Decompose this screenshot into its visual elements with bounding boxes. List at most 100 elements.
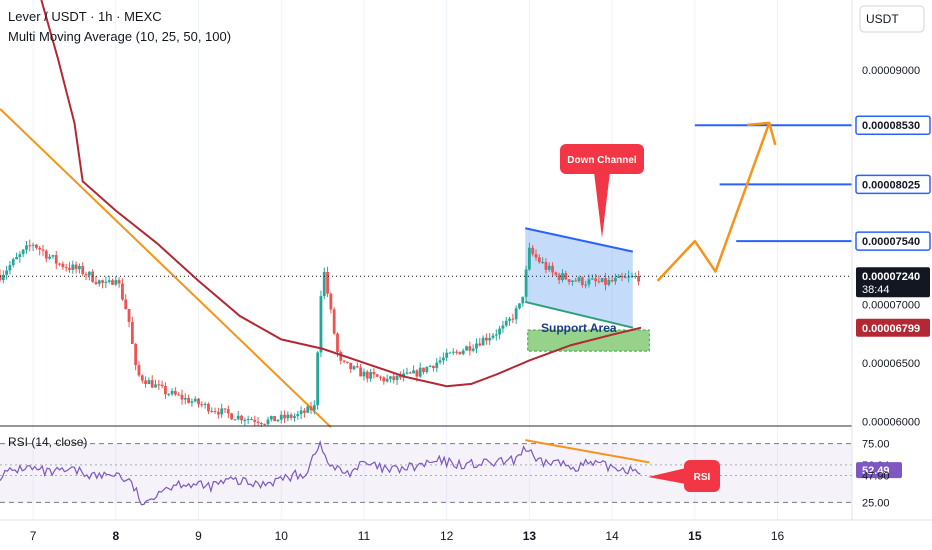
candle-body[interactable] [0,275,2,281]
candle-body[interactable] [326,271,329,294]
candle-body[interactable] [577,277,581,282]
candle-body[interactable] [369,371,372,379]
candle-body[interactable] [101,280,104,283]
candle-body[interactable] [604,278,607,285]
candle-body[interactable] [8,265,12,271]
candle-body[interactable] [266,419,270,425]
candle-body[interactable] [336,333,339,353]
candle-body[interactable] [94,281,98,284]
candle-body[interactable] [117,280,121,284]
price-series[interactable] [0,0,852,428]
candle-body[interactable] [571,280,574,283]
candle-body[interactable] [240,415,243,421]
candle-body[interactable] [157,384,161,386]
price-axis[interactable]: 0.000090000.000085000.000080000.00007500… [855,65,931,428]
candle-body[interactable] [594,278,597,282]
candle-body[interactable] [455,351,459,353]
currency-label[interactable]: USDT [866,12,899,26]
candle-body[interactable] [306,406,310,413]
candle-body[interactable] [25,245,28,250]
candle-body[interactable] [250,419,253,421]
candle-body[interactable] [597,281,601,283]
currency-button-frame[interactable] [859,5,925,33]
candle-body[interactable] [607,280,611,285]
candle-body[interactable] [253,419,257,422]
candle-body[interactable] [44,250,48,259]
candle-body[interactable] [633,275,637,277]
candle-body[interactable] [107,280,111,282]
candle-body[interactable] [216,411,220,415]
candle-body[interactable] [213,410,217,412]
candle-body[interactable] [28,245,32,247]
candle-body[interactable] [81,265,85,275]
candle-body[interactable] [299,410,303,415]
candle-body[interactable] [137,365,141,376]
candle-body[interactable] [226,409,230,414]
candle-body[interactable] [514,308,518,320]
candle-body[interactable] [279,414,283,420]
candle-body[interactable] [537,257,541,263]
candle-body[interactable] [15,257,18,260]
candle-body[interactable] [121,283,124,300]
candle-body[interactable] [246,419,250,421]
candle-body[interactable] [587,279,591,285]
candle-body[interactable] [375,374,379,377]
candle-body[interactable] [438,360,442,363]
candle-body[interactable] [379,376,382,378]
candle-body[interactable] [21,249,25,255]
candle-body[interactable] [183,397,187,400]
candle-body[interactable] [342,360,346,362]
candle-body[interactable] [359,367,363,377]
candle-body[interactable] [557,274,561,281]
candle-body[interactable] [392,376,396,381]
candle-body[interactable] [349,362,353,370]
projection-path[interactable] [656,122,771,282]
candle-body[interactable] [256,421,260,424]
candle-body[interactable] [34,244,38,248]
candle-body[interactable] [567,279,571,283]
candle-body[interactable] [425,366,429,372]
candle-body[interactable] [498,328,502,335]
candle-body[interactable] [574,280,578,282]
candle-body[interactable] [11,259,15,266]
candle-body[interactable] [458,351,462,355]
candle-body[interactable] [203,403,207,405]
candle-body[interactable] [478,343,482,346]
candle-body[interactable] [385,378,389,382]
candle-body[interactable] [312,405,316,411]
candle-body[interactable] [322,271,326,297]
channel-upper-line[interactable] [525,227,634,253]
candle-body[interactable] [41,249,45,251]
candle-body[interactable] [445,352,449,358]
candle-body[interactable] [140,375,144,381]
candle-body[interactable] [637,275,640,282]
candle-body[interactable] [78,265,81,270]
candle-body[interactable] [68,267,71,270]
candle-body[interactable] [541,262,545,264]
candle-body[interactable] [134,343,138,366]
candle-body[interactable] [164,386,167,395]
candle-body[interactable] [51,255,55,257]
rsi-divergence-line[interactable] [525,439,650,464]
candle-body[interactable] [448,352,452,354]
candle-body[interactable] [432,365,435,369]
candle-body[interactable] [524,269,528,297]
candle-body[interactable] [283,414,286,419]
candle-body[interactable] [352,366,356,370]
candle-body[interactable] [273,415,277,422]
candle-body[interactable] [564,273,568,280]
candle-body[interactable] [329,293,333,310]
candle-body[interactable] [389,376,392,379]
candle-body[interactable] [590,278,594,280]
candle-body[interactable] [630,276,634,278]
candle-body[interactable] [527,247,531,270]
candle-body[interactable] [382,377,386,382]
candle-body[interactable] [372,371,376,375]
candle-body[interactable] [435,362,439,369]
candle-body[interactable] [508,318,511,321]
candle-body[interactable] [339,352,343,361]
candle-body[interactable] [97,280,101,284]
candle-body[interactable] [5,270,9,275]
